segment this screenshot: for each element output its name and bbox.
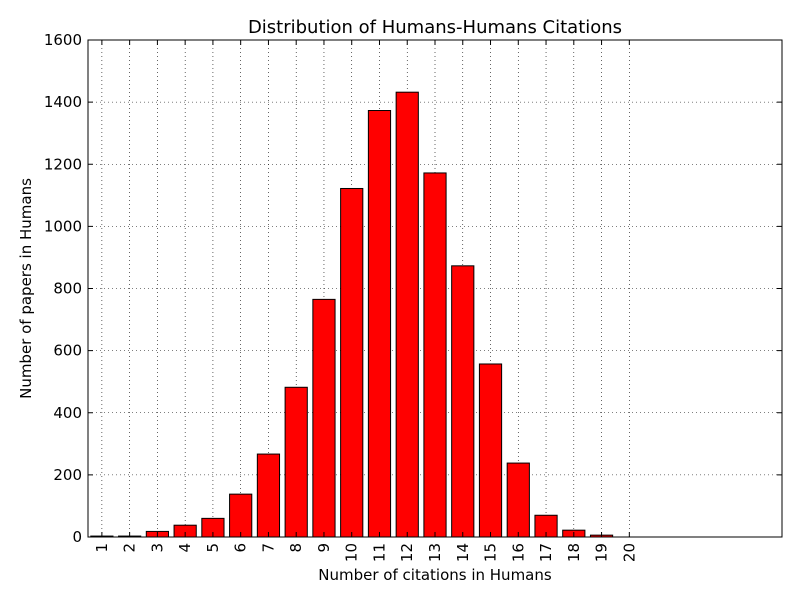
bar <box>229 493 253 538</box>
bar <box>478 363 503 538</box>
x-tick-label: 19 <box>593 543 611 562</box>
bar <box>312 298 336 538</box>
x-tick-label: 6 <box>232 543 250 553</box>
y-axis-label: Number of papers in Humans <box>17 178 35 399</box>
x-tick-label: 8 <box>287 543 305 553</box>
bar <box>451 265 475 538</box>
y-tick-label: 200 <box>53 466 82 484</box>
chart-title: Distribution of Humans-Humans Citations <box>248 17 622 38</box>
x-axis-label: Number of citations in Humans <box>318 566 552 584</box>
y-tick-labels: 0 200 400 600 800 1000 1200 1400 1600 <box>44 31 82 546</box>
x-tick-label: 16 <box>509 543 527 562</box>
x-tick-label: 18 <box>565 543 583 562</box>
x-tick-label: 3 <box>148 543 166 553</box>
x-tick-label: 20 <box>620 543 638 562</box>
x-tick-label: 17 <box>537 543 555 562</box>
x-tick-label: 13 <box>426 543 444 562</box>
bar <box>256 453 281 538</box>
bar <box>506 462 530 538</box>
y-tick-label: 0 <box>72 528 82 546</box>
x-tick-label: 10 <box>343 543 361 562</box>
y-tick-label: 1000 <box>44 217 82 235</box>
x-tick-label: 9 <box>315 543 333 553</box>
y-tick-label: 1200 <box>44 155 82 173</box>
x-tick-label: 7 <box>259 543 277 553</box>
bar <box>340 187 364 538</box>
x-tick-label: 15 <box>482 543 500 562</box>
bar <box>423 172 447 538</box>
bar <box>395 91 419 538</box>
x-tick-label: 1 <box>93 543 111 553</box>
bar <box>284 386 308 538</box>
y-tick-label: 1400 <box>44 93 82 111</box>
y-tick-label: 800 <box>53 280 82 298</box>
x-tick-label: 14 <box>454 543 472 562</box>
x-tick-label: 12 <box>398 543 416 562</box>
ticks-group <box>88 39 782 538</box>
x-tick-label: 11 <box>370 543 388 562</box>
y-tick-label: 1600 <box>44 31 82 49</box>
x-tick-labels: 1 2 3 4 5 6 7 8 9 10 11 12 13 14 15 16 17 18 19 20 <box>93 543 638 562</box>
x-tick-label: 2 <box>121 543 139 553</box>
x-tick-label: 5 <box>204 543 222 553</box>
x-tick-label: 4 <box>176 543 194 553</box>
bar <box>367 110 392 538</box>
y-tick-label: 600 <box>53 342 82 360</box>
bars-group <box>90 91 614 538</box>
y-tick-label: 400 <box>53 404 82 422</box>
